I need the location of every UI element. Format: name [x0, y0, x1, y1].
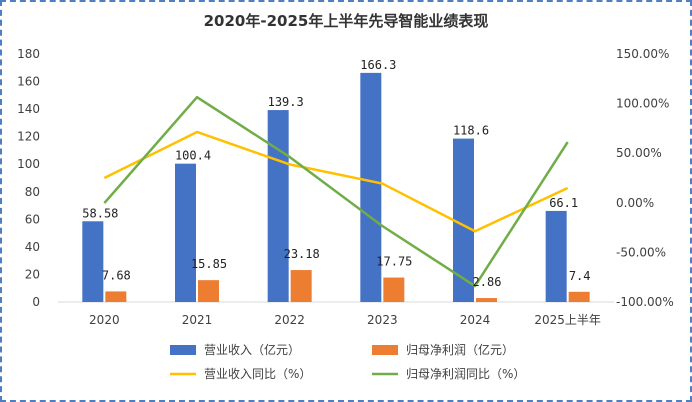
y-right-tick-label: -100.00% [616, 295, 674, 309]
net-profit-bar [105, 291, 127, 302]
y-left-tick-label: 180 [17, 47, 40, 61]
data-labels-group: 58.58 100.4 139.3 166.3 118.6 66.1 7.68 15.85 23… [82, 58, 590, 289]
revenue-data-label: 100.4 [175, 149, 211, 163]
y-left-tick-label: 60 [25, 212, 40, 226]
legend-net-profit-label: 归母净利润（亿元） [406, 342, 514, 357]
revenue-data-label: 118.6 [453, 124, 489, 138]
y-left-tick-label: 160 [17, 75, 40, 89]
legend: 营业收入（亿元） 归母净利润（亿元） 营业收入同比（%） 归母净利润同比（%） [170, 342, 525, 381]
y-left-tick-label: 0 [32, 295, 40, 309]
y-right-tick-label: 0.00% [616, 196, 654, 210]
revenue-data-label: 66.1 [549, 196, 578, 210]
revenue-bar [267, 110, 289, 302]
x-tick-label: 2025上半年 [534, 313, 601, 327]
net-profit-data-label: 15.85 [191, 257, 227, 271]
revenue-bar [175, 163, 196, 302]
net-profit-data-label: 7.4 [569, 269, 591, 283]
x-tick-label: 2022 [274, 313, 305, 327]
revenue-yoy-line [103, 130, 569, 233]
net-profit-bar [476, 298, 497, 302]
net-profit-data-label: 7.68 [102, 268, 131, 282]
legend-revenue-swatch [170, 345, 196, 355]
y-left-tick-label: 40 [25, 240, 40, 254]
revenue-bar [82, 221, 104, 302]
lines-group [103, 95, 569, 288]
x-tick-label: 2020 [89, 313, 120, 327]
net-profit-bar [383, 277, 405, 302]
revenue-bar [453, 138, 474, 302]
revenue-bar [360, 72, 382, 303]
legend-net-profit-swatch [372, 345, 398, 355]
y-right-tick-label: 50.00% [616, 146, 662, 160]
x-tick-label: 2021 [182, 313, 213, 327]
x-tick-label: 2023 [367, 313, 398, 327]
net-profit-data-label: 17.75 [376, 255, 412, 269]
y-left-tick-label: 100 [17, 157, 40, 171]
revenue-data-label: 166.3 [360, 58, 396, 72]
net-profit-bar [290, 270, 312, 302]
net-profit-data-label: 23.18 [284, 247, 320, 261]
y-left-tick-label: 140 [17, 102, 40, 116]
revenue-data-label: 58.58 [82, 206, 118, 220]
y-left-tick-label: 20 [25, 267, 40, 281]
revenue-bar [545, 210, 567, 302]
legend-net-profit-yoy-label: 归母净利润同比（%） [406, 367, 525, 381]
x-tick-label: 2024 [460, 313, 491, 327]
net-profit-bar [198, 280, 219, 302]
net-profit-data-label: 2.86 [473, 275, 502, 289]
legend-revenue-yoy-label: 营业收入同比（%） [204, 367, 311, 381]
y-axis-left: 0 20 40 60 80 100 120 140 160 180 [17, 47, 40, 309]
y-axis-right: -100.00% -50.00% 0.00% 50.00% 100.00% 150.00% [616, 47, 674, 309]
y-left-tick-label: 120 [17, 130, 40, 144]
x-axis: 2020 2021 2022 2023 2024 2025上半年 [89, 313, 601, 327]
chart-title: 2020年-2025年上半年先导智能业绩表现 [204, 12, 489, 30]
net-profit-bar [568, 291, 590, 302]
y-right-tick-label: -50.00% [616, 245, 666, 259]
net-profit-yoy-line [103, 95, 569, 288]
y-right-tick-label: 100.00% [616, 97, 669, 111]
y-left-tick-label: 80 [25, 185, 40, 199]
legend-revenue-label: 营业收入（亿元） [204, 342, 300, 357]
bars-group [82, 72, 590, 303]
revenue-data-label: 139.3 [268, 95, 304, 109]
y-right-tick-label: 150.00% [616, 47, 669, 61]
